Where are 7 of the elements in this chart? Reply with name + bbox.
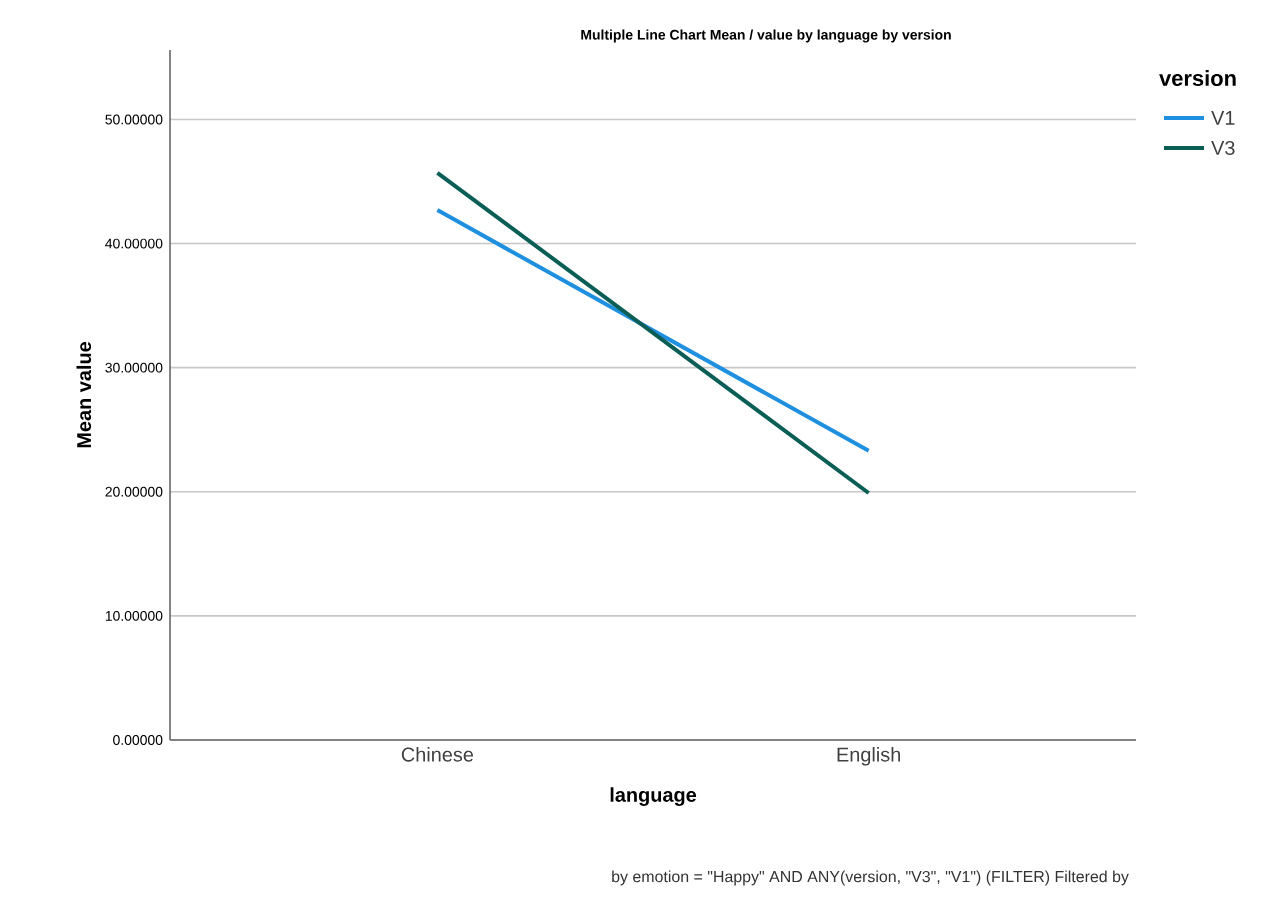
legend-label: V1 [1211, 111, 1235, 125]
x-tick-label: Chinese [401, 747, 474, 762]
x-axis-title: language [610, 787, 697, 806]
legend-label: V3 [1211, 140, 1235, 156]
x-tick-label: English [837, 747, 900, 766]
legend-title: version [1159, 69, 1236, 87]
y-axis-title: Mean value [76, 341, 92, 448]
